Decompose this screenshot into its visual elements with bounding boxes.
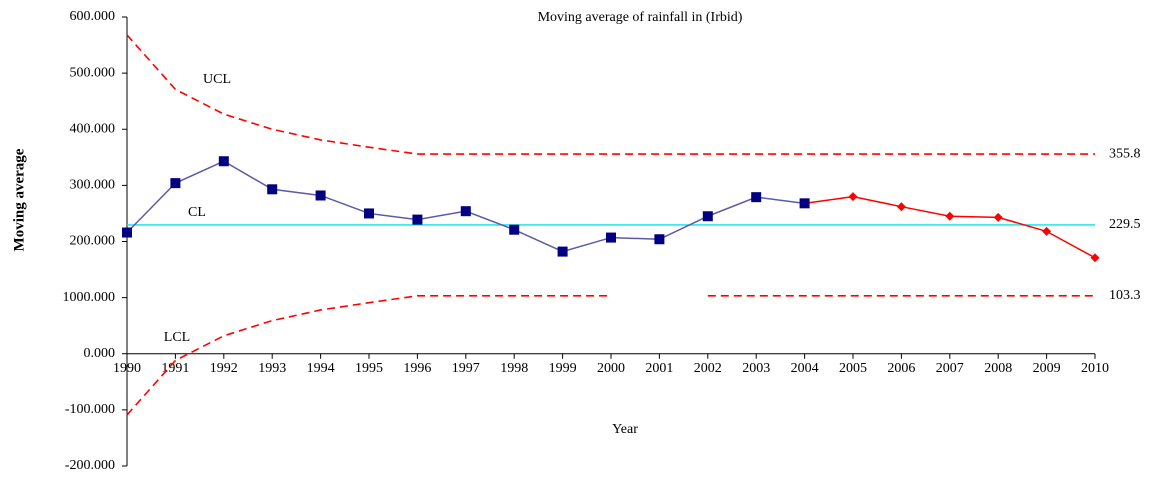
x-tick-label: 2005 bbox=[839, 361, 867, 376]
point bbox=[557, 246, 568, 257]
x-tick-label: 1995 bbox=[355, 361, 383, 376]
point bbox=[1042, 226, 1052, 236]
point bbox=[702, 211, 713, 222]
point bbox=[509, 224, 520, 235]
point bbox=[122, 227, 132, 238]
control-line-value: 103.3 bbox=[1109, 288, 1141, 303]
control-line-value: 229.5 bbox=[1109, 217, 1141, 232]
y-axis-label: Moving average bbox=[11, 148, 27, 251]
point bbox=[412, 214, 423, 225]
x-tick-label: 1990 bbox=[113, 361, 141, 376]
x-tick-label: 2004 bbox=[791, 361, 819, 376]
y-tick-label: 1000.000 bbox=[63, 290, 116, 305]
x-tick-label: 1998 bbox=[500, 361, 528, 376]
y-tick-label: 200.000 bbox=[70, 234, 116, 249]
x-tick-label: 2009 bbox=[1033, 361, 1061, 376]
y-tick-label: 400.000 bbox=[70, 121, 116, 136]
x-tick-label: 2003 bbox=[742, 361, 770, 376]
point bbox=[606, 232, 616, 243]
control-line-name: CL bbox=[188, 205, 206, 220]
x-axis-label: Year bbox=[612, 422, 638, 437]
point bbox=[654, 234, 665, 245]
point bbox=[218, 156, 229, 167]
y-tick-label: -200.000 bbox=[65, 458, 115, 473]
x-tick-label: 2002 bbox=[694, 361, 722, 376]
x-tick-label: 2008 bbox=[984, 361, 1012, 376]
control-line bbox=[126, 294, 1095, 416]
y-tick-label: 600.000 bbox=[70, 9, 116, 24]
x-tick-label: 2000 bbox=[597, 361, 625, 376]
x-tick-label: 1997 bbox=[452, 361, 480, 376]
point bbox=[993, 212, 1003, 222]
x-tick-label: 1994 bbox=[307, 361, 335, 376]
point bbox=[751, 192, 762, 203]
y-tick-label: 300.000 bbox=[70, 178, 116, 193]
point bbox=[945, 211, 955, 221]
point bbox=[896, 202, 906, 212]
chart-title: Moving average of rainfall in (Irbid) bbox=[538, 10, 743, 25]
y-tick-label: 500.000 bbox=[70, 65, 116, 80]
point bbox=[848, 192, 858, 202]
x-tick-label: 1996 bbox=[403, 361, 431, 376]
point bbox=[460, 206, 471, 217]
control-line-value: 355.8 bbox=[1109, 146, 1141, 161]
x-tick-label: 2010 bbox=[1081, 361, 1109, 376]
control-line-name: UCL bbox=[203, 72, 231, 87]
x-tick-label: 2006 bbox=[887, 361, 915, 376]
series-line bbox=[804, 195, 1096, 259]
x-tick-label: 1992 bbox=[210, 361, 238, 376]
point bbox=[267, 184, 278, 195]
point bbox=[799, 198, 810, 209]
x-tick-label: 1991 bbox=[161, 361, 189, 376]
control-line-name: LCL bbox=[164, 330, 190, 345]
point bbox=[170, 178, 181, 189]
x-tick-label: 1993 bbox=[258, 361, 286, 376]
x-tick-label: 2007 bbox=[936, 361, 964, 376]
point bbox=[1090, 253, 1100, 263]
x-tick-label: 2001 bbox=[645, 361, 673, 376]
y-tick-label: 0.000 bbox=[84, 346, 116, 361]
point bbox=[315, 190, 326, 201]
point bbox=[364, 208, 374, 219]
y-tick-label: -100.000 bbox=[65, 402, 115, 417]
x-tick-label: 1999 bbox=[549, 361, 577, 376]
control-line bbox=[126, 34, 1095, 155]
